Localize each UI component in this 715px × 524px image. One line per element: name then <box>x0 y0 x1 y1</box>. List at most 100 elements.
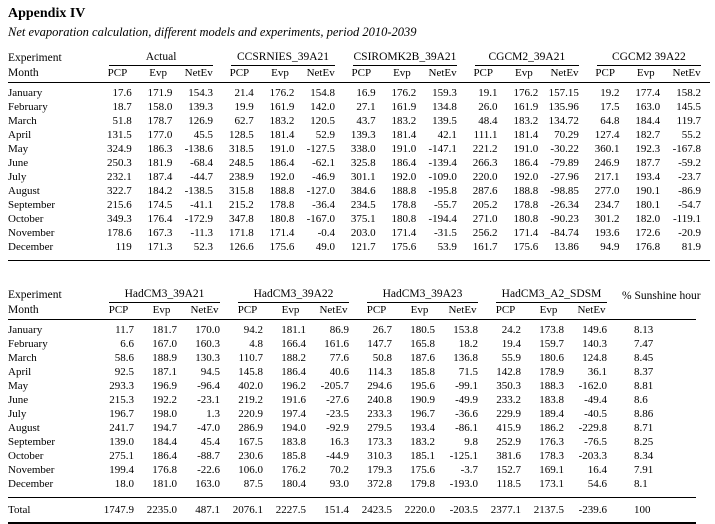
value-cell: 183.8 <box>539 394 564 406</box>
value-cell: 176.2 <box>391 87 417 99</box>
value-cell: 93.0 <box>315 477 358 498</box>
value-cell: 220.0 <box>472 171 498 183</box>
value-cell: 19.2 <box>600 87 620 99</box>
column-header: PCP <box>100 303 143 320</box>
value-cell: -88.7 <box>197 450 220 462</box>
value-cell: 43.7 <box>356 115 376 127</box>
value-cell: 181.1 <box>281 324 306 336</box>
column-header: Evp <box>272 303 315 320</box>
value-cell: 42.1 <box>437 129 457 141</box>
value-cell: 301.2 <box>594 213 620 225</box>
sunshine-value-cell: 8.25 <box>634 436 654 448</box>
value-cell: 183.8 <box>281 436 306 448</box>
value-cell: -147.1 <box>428 143 457 155</box>
value-cell: 136.8 <box>453 352 478 364</box>
value-cell: 178.7 <box>147 115 173 127</box>
value-cell: 279.5 <box>367 422 392 434</box>
value-cell: 347.8 <box>228 213 254 225</box>
value-cell: -47.0 <box>197 422 220 434</box>
value-cell: 167.5 <box>238 436 263 448</box>
month-label: September <box>8 199 56 211</box>
month-label: November <box>8 464 55 476</box>
total-value-cell: -203.5 <box>444 497 487 524</box>
value-cell: 184.4 <box>635 115 661 127</box>
value-cell: -31.5 <box>433 227 457 239</box>
sunshine-value-cell: 7.47 <box>634 338 654 350</box>
value-cell: 188.8 <box>513 185 539 197</box>
value-cell: 180.4 <box>272 477 315 498</box>
month-label: July <box>8 171 27 183</box>
value-cell: 179.3 <box>367 464 392 476</box>
value-cell: 197.4 <box>281 408 306 420</box>
value-cell: 415.9 <box>496 422 521 434</box>
value-cell: 192.0 <box>391 171 417 183</box>
table-row: June 250.3 181.9 -68.4 248.5 186.4 -62.1 325.8 1… <box>8 156 710 170</box>
experiment-group-header: Actual <box>100 50 222 66</box>
value-cell: 106.0 <box>238 464 263 476</box>
value-cell: 191.0 <box>391 143 417 155</box>
value-cell: 171.4 <box>513 227 539 239</box>
value-cell: -86.1 <box>455 422 478 434</box>
value-cell: 49.0 <box>303 240 344 261</box>
value-cell: 165.8 <box>410 338 435 350</box>
value-cell: 158.0 <box>147 101 173 113</box>
column-header: Evp <box>628 66 670 83</box>
experiment-group-header: HadCM3_39A21 <box>100 287 229 303</box>
value-cell: 169.1 <box>539 464 564 476</box>
value-cell: 183.2 <box>391 115 417 127</box>
value-cell: -92.9 <box>326 422 349 434</box>
value-cell: 171.3 <box>140 240 182 261</box>
value-cell: -40.5 <box>584 408 608 420</box>
month-label: November <box>8 227 55 239</box>
experiment-group-header: CGCM2 39A22 <box>588 50 710 66</box>
month-label: March <box>8 115 37 127</box>
column-header: NetEv <box>425 66 466 83</box>
total-value-cell: 151.4 <box>315 497 358 524</box>
table-row: June 215.3 192.2 -23.1 219.2 191.6 -27.6 240.8 1… <box>8 393 696 407</box>
value-cell: 252.9 <box>496 436 521 448</box>
value-cell: -205.7 <box>320 380 349 392</box>
value-cell: 176.4 <box>147 213 173 225</box>
value-cell: -167.0 <box>306 213 335 225</box>
total-value-cell: 2227.5 <box>272 497 315 524</box>
value-cell: 256.2 <box>472 227 498 239</box>
value-cell: 185.8 <box>410 366 435 378</box>
value-cell: 196.9 <box>152 380 177 392</box>
experiment-corner-label: Experiment <box>8 289 62 301</box>
value-cell: 36.1 <box>587 366 608 378</box>
table-row: July 232.1 187.4 -44.7 238.9 192.0 -46.9 301.1 1… <box>8 170 710 184</box>
value-cell: 81.9 <box>669 240 710 261</box>
value-cell: 174.5 <box>147 199 173 211</box>
value-cell: -46.9 <box>312 171 335 183</box>
value-cell: 139.0 <box>109 436 134 448</box>
value-cell: 126.9 <box>188 115 214 127</box>
sunshine-column-header: % Sunshine hour <box>622 290 701 302</box>
value-cell: 17.6 <box>112 87 132 99</box>
value-cell: 167.3 <box>147 227 173 239</box>
month-label: August <box>8 185 40 197</box>
value-cell: 159.7 <box>539 338 564 350</box>
value-cell: 45.4 <box>200 436 220 448</box>
value-cell: 71.5 <box>458 366 478 378</box>
value-cell: 178.3 <box>539 450 564 462</box>
value-cell: 234.5 <box>350 199 376 211</box>
column-header: PCP <box>229 303 272 320</box>
value-cell: 233.3 <box>367 408 392 420</box>
value-cell: 183.2 <box>410 436 435 448</box>
table-row: October 275.1 186.4 -88.7 230.6 185.8 -44.9 310… <box>8 449 696 463</box>
experiment-group-label: CGCM2 39A22 <box>596 50 701 66</box>
value-cell: 186.4 <box>391 157 417 169</box>
value-cell: -138.5 <box>184 185 214 197</box>
value-cell: 114.3 <box>367 366 392 378</box>
total-value-cell: 2076.1 <box>229 497 272 524</box>
value-cell: -49.4 <box>584 394 608 406</box>
value-cell: 55.9 <box>501 352 521 364</box>
value-cell: 187.1 <box>152 366 177 378</box>
value-cell: 154.8 <box>310 87 335 99</box>
value-cell: 246.9 <box>594 157 620 169</box>
value-cell: -203.3 <box>578 450 608 462</box>
value-cell: 181.7 <box>152 324 177 336</box>
month-label: January <box>8 324 43 336</box>
value-cell: 9.8 <box>464 436 478 448</box>
column-header: NetEv <box>315 303 358 320</box>
